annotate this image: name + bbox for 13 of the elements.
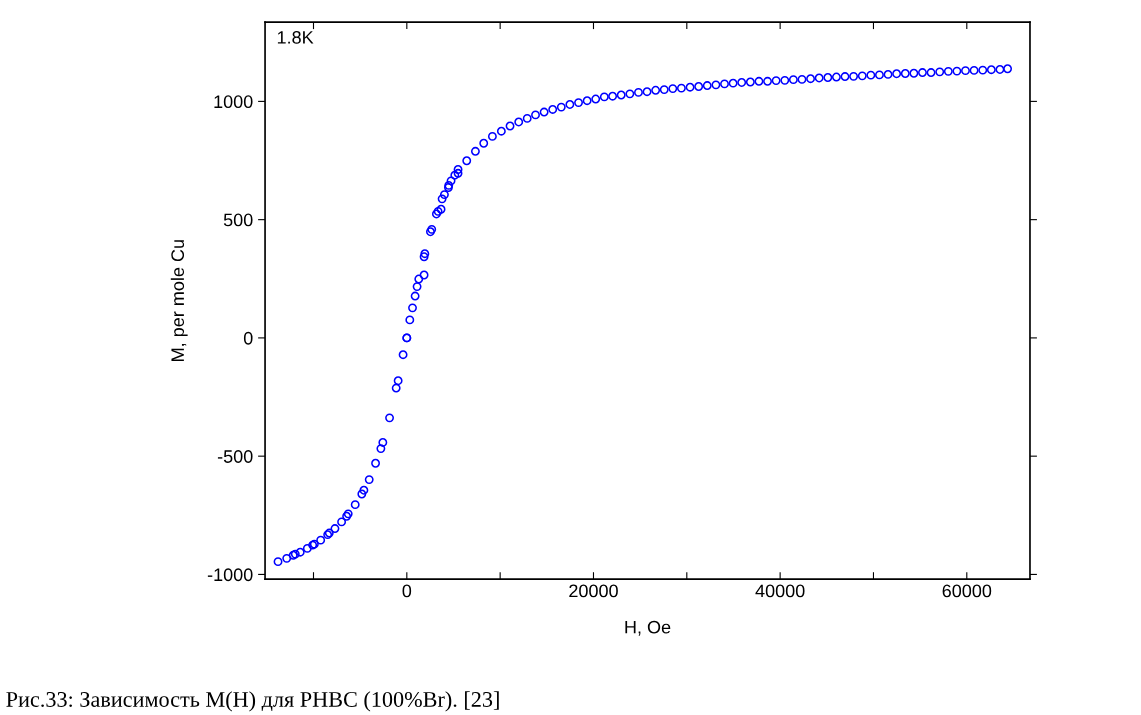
x-tick-label: 40000 (755, 584, 805, 598)
y-tick-label: 1000 (214, 95, 253, 109)
annotation: 1.8K (277, 31, 314, 44)
x-tick-label: 60000 (942, 584, 992, 598)
y-tick-label: 500 (223, 213, 253, 227)
x-tick-label: 0 (402, 584, 412, 598)
y-tick-label: -1000 (207, 568, 253, 582)
y-tick-label: 0 (243, 331, 253, 345)
x-axis-title: H, Oe (625, 620, 671, 636)
text: Рис.33: Зависимость M(H) для PHBC (100%Br). [23] (6, 691, 499, 712)
x-tick-label: 20000 (569, 584, 618, 598)
y-axis-title: M, per mole Cu (170, 240, 188, 361)
y-tick-label: -500 (217, 450, 253, 463)
